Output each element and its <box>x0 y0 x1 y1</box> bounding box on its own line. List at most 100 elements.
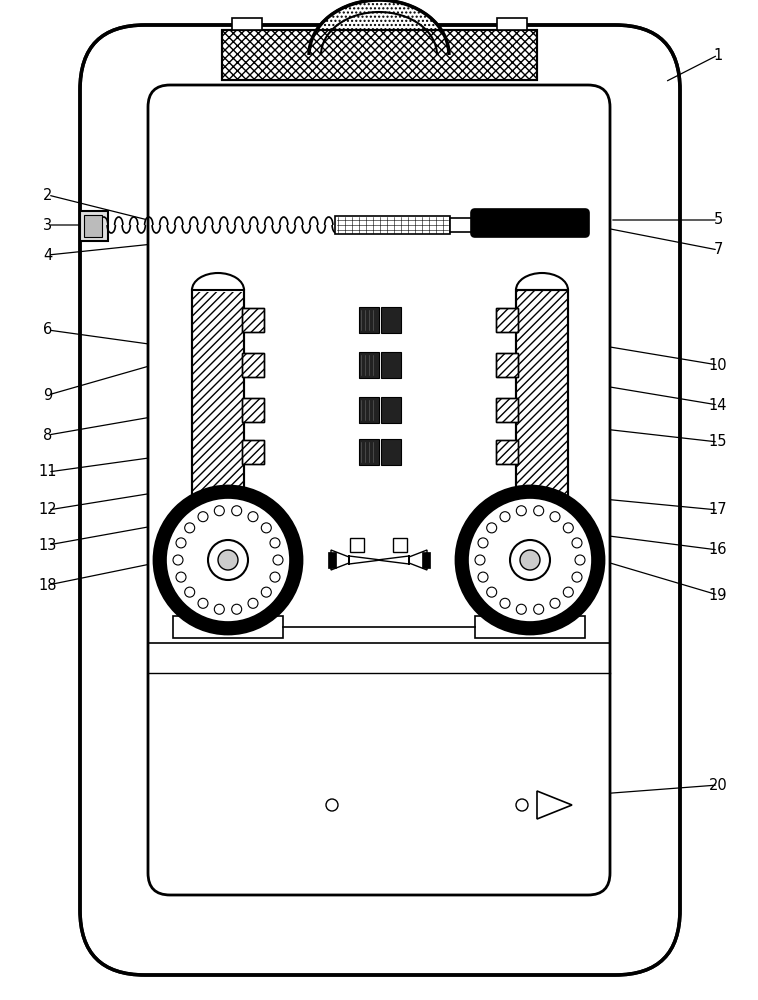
Bar <box>264 444 359 460</box>
Circle shape <box>218 550 238 570</box>
Bar <box>264 312 359 328</box>
Bar <box>242 398 264 422</box>
Circle shape <box>232 506 242 516</box>
Circle shape <box>176 572 186 582</box>
Bar <box>222 30 537 80</box>
Text: 11: 11 <box>39 464 58 480</box>
Bar <box>379 444 409 460</box>
Circle shape <box>273 555 283 565</box>
Bar <box>192 290 244 520</box>
Circle shape <box>487 587 496 597</box>
Circle shape <box>516 799 528 811</box>
Polygon shape <box>309 0 449 55</box>
Bar <box>393 538 407 552</box>
Bar <box>295 796 317 814</box>
Bar <box>450 218 500 232</box>
Circle shape <box>215 604 224 614</box>
Circle shape <box>154 486 302 634</box>
Circle shape <box>572 538 582 548</box>
Bar <box>359 439 379 465</box>
Bar <box>496 353 518 377</box>
Circle shape <box>248 598 258 608</box>
Bar <box>497 18 527 30</box>
Bar <box>264 357 359 373</box>
Text: 14: 14 <box>709 397 727 412</box>
Polygon shape <box>409 550 427 570</box>
Circle shape <box>208 540 248 580</box>
Bar <box>242 440 264 464</box>
Text: 1: 1 <box>713 47 722 62</box>
Bar <box>335 216 450 234</box>
Bar <box>381 439 401 465</box>
Bar <box>222 30 537 80</box>
Bar <box>232 18 262 30</box>
Circle shape <box>550 512 560 522</box>
Bar <box>496 308 518 332</box>
Bar <box>359 307 379 333</box>
FancyBboxPatch shape <box>471 209 589 237</box>
Circle shape <box>456 486 604 634</box>
Bar <box>192 288 244 292</box>
Bar <box>242 308 264 332</box>
Bar <box>242 308 264 332</box>
Circle shape <box>500 598 510 608</box>
Bar <box>350 538 364 552</box>
Bar <box>427 550 462 570</box>
Text: 8: 8 <box>43 428 52 442</box>
Bar <box>496 308 518 332</box>
Bar <box>532 533 550 558</box>
Circle shape <box>516 604 526 614</box>
Circle shape <box>232 604 242 614</box>
Bar <box>264 402 359 418</box>
Text: 5: 5 <box>713 213 722 228</box>
Circle shape <box>563 587 573 597</box>
Bar <box>296 550 331 570</box>
Bar <box>242 353 264 377</box>
Circle shape <box>326 799 338 811</box>
Circle shape <box>516 506 526 516</box>
Text: 6: 6 <box>43 322 52 338</box>
Circle shape <box>478 538 488 548</box>
Bar <box>80 211 108 241</box>
Circle shape <box>520 550 540 570</box>
Circle shape <box>575 555 585 565</box>
Circle shape <box>248 512 258 522</box>
Text: 20: 20 <box>709 778 728 792</box>
Circle shape <box>487 523 496 533</box>
Bar <box>401 402 496 418</box>
Circle shape <box>270 572 280 582</box>
Circle shape <box>215 506 224 516</box>
Bar <box>401 312 496 328</box>
Circle shape <box>550 598 560 608</box>
Bar <box>516 290 568 520</box>
Text: 3: 3 <box>43 218 52 232</box>
Text: 4: 4 <box>43 247 52 262</box>
Circle shape <box>510 540 550 580</box>
Circle shape <box>270 538 280 548</box>
Circle shape <box>166 498 290 622</box>
Bar <box>175 765 295 845</box>
Bar <box>210 533 228 558</box>
Bar <box>242 353 264 377</box>
Text: 2: 2 <box>43 188 53 202</box>
Circle shape <box>198 598 208 608</box>
FancyBboxPatch shape <box>80 25 680 975</box>
Circle shape <box>500 512 510 522</box>
Bar <box>516 290 568 520</box>
Circle shape <box>478 572 488 582</box>
Text: 19: 19 <box>709 587 727 602</box>
Bar <box>422 552 430 568</box>
Circle shape <box>262 587 271 597</box>
Bar <box>359 352 379 378</box>
Bar <box>379 357 409 373</box>
Text: 18: 18 <box>39 578 58 592</box>
Text: 17: 17 <box>709 502 728 518</box>
Polygon shape <box>537 791 572 819</box>
Text: 15: 15 <box>709 434 727 450</box>
Bar <box>401 357 496 373</box>
Circle shape <box>185 587 195 597</box>
Text: 16: 16 <box>709 542 727 558</box>
Text: 7: 7 <box>713 242 722 257</box>
Bar <box>351 402 381 418</box>
Circle shape <box>185 523 195 533</box>
